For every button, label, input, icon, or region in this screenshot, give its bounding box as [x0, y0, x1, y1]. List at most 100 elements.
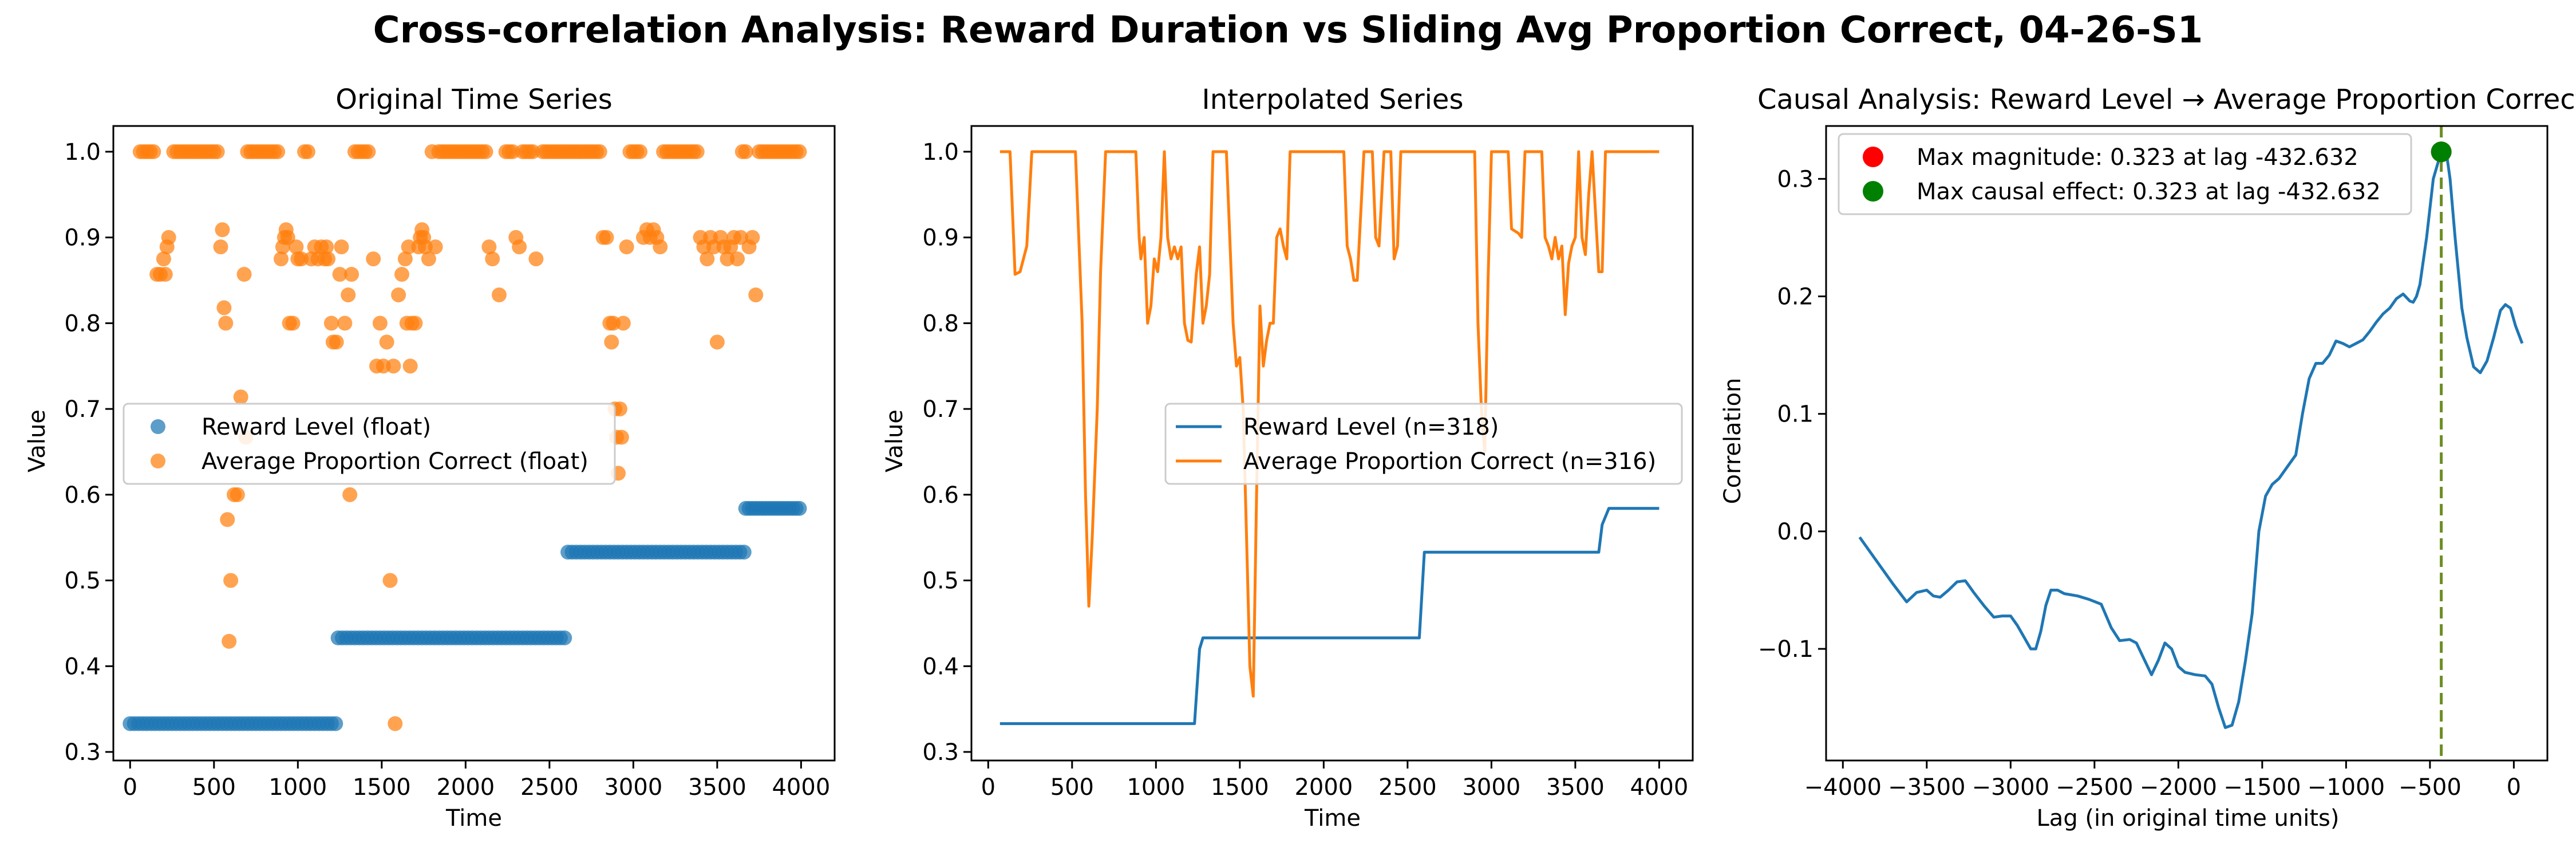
original-time-series-point-s1: [730, 251, 745, 267]
original-time-series-point-s1: [215, 222, 230, 238]
original-time-series-xlabel: Time: [445, 805, 502, 832]
interpolated-series-ytick-label: 0.3: [922, 739, 959, 766]
original-time-series-point-s1: [321, 251, 336, 267]
causal-analysis-xtick-label: −1500: [2223, 774, 2301, 801]
causal-analysis-xtick-label: −2000: [2140, 774, 2217, 801]
original-time-series-ylabel: Value: [24, 409, 50, 472]
original-time-series-ytick-label: 0.4: [64, 653, 101, 680]
original-time-series-point-s1: [485, 251, 500, 267]
causal-analysis-series-line-0: [1858, 150, 2524, 729]
original-time-series-point-s1: [230, 487, 245, 502]
interpolated-series-xtick-label: 0: [981, 774, 995, 801]
interpolated-series-legend-label: Average Proportion Correct (n=316): [1243, 448, 1656, 475]
causal-analysis-ylabel: Correlation: [1720, 378, 1746, 505]
original-time-series-point-s1: [319, 239, 334, 255]
original-time-series-point-s0: [328, 716, 343, 731]
original-time-series-point-s1: [337, 316, 353, 331]
original-time-series-point-s1: [512, 239, 527, 255]
interpolated-series-legend: Reward Level (n=318) Average Proportion C…: [1164, 403, 1683, 485]
original-time-series-point-s1: [366, 251, 381, 267]
causal-analysis-xlabel: Lag (in original time units): [2037, 805, 2340, 832]
original-time-series-point-s1: [270, 144, 286, 159]
original-time-series-point-s1: [612, 401, 627, 417]
original-time-series-point-s1: [689, 144, 705, 159]
original-time-series-point-s1: [341, 287, 356, 302]
interpolated-series-ytick-label: 0.9: [922, 225, 959, 251]
original-time-series-legend-label: Reward Level (float): [202, 414, 431, 440]
original-time-series-point-s1: [146, 144, 161, 159]
interpolated-series-ytick-label: 0.5: [922, 568, 959, 594]
interpolated-series-xtick-label: 4000: [1630, 774, 1688, 801]
original-time-series-ytick-label: 0.8: [64, 310, 101, 337]
original-time-series-point-s1: [274, 251, 289, 267]
causal-analysis-xtick-label: 0: [2507, 774, 2521, 801]
original-time-series-legend: Reward Level (float) Average Proportion C…: [123, 403, 616, 485]
causal-analysis-legend-frame: [1838, 133, 2412, 215]
original-time-series-legend-label: Average Proportion Correct (float): [202, 448, 588, 475]
original-time-series-point-s1: [478, 144, 493, 159]
figure-title: Cross-correlation Analysis: Reward Durat…: [373, 9, 2203, 52]
original-time-series-xtick-label: 3500: [688, 774, 746, 801]
original-time-series-point-s1: [361, 144, 376, 159]
original-time-series-xtick-label: 1000: [268, 774, 327, 801]
original-time-series-point-s1: [619, 239, 634, 255]
original-time-series-point-s1: [233, 389, 248, 405]
original-time-series-point-s1: [592, 144, 607, 159]
interpolated-series-chart: Interpolated Series Time Value 0 500 1000 1…: [882, 84, 1694, 832]
original-time-series-legend-swatch: [151, 419, 165, 434]
original-time-series-xtick-label: 0: [123, 774, 137, 801]
original-time-series-point-s1: [382, 573, 398, 588]
original-time-series-point-s1: [372, 316, 388, 331]
causal-analysis-plot-area: −4000 −3500 −3000 −2500 −2000 −1500 −1000 −500 0…: [1758, 125, 2549, 801]
interpolated-series-legend-frame: [1164, 403, 1683, 485]
original-time-series-point-s1: [428, 239, 443, 255]
original-time-series-point-s1: [615, 316, 631, 331]
original-time-series-point-s1: [614, 430, 629, 445]
original-time-series-point-s1: [599, 230, 614, 245]
original-time-series-point-s1: [222, 633, 237, 649]
causal-analysis-axes-frame: [1825, 125, 2549, 762]
causal-analysis-ytick-label: 0.2: [1777, 284, 1814, 310]
original-time-series-point-s1: [792, 144, 807, 159]
original-time-series-title: Original Time Series: [335, 84, 612, 116]
original-time-series-xtick-label: 500: [192, 774, 236, 801]
causal-analysis-legend: Max magnitude: 0.323 at lag -432.632 Max …: [1838, 133, 2412, 215]
original-time-series-point-s1: [700, 251, 715, 267]
original-time-series-xtick-label: 3000: [604, 774, 662, 801]
original-time-series-point-s1: [633, 144, 648, 159]
causal-analysis-ytick-label: −0.1: [1758, 636, 1814, 663]
original-time-series-point-s1: [342, 487, 358, 502]
original-time-series-point-s1: [323, 316, 339, 331]
interpolated-series-series-line-1: [999, 150, 1660, 698]
original-time-series-point-s1: [218, 316, 234, 331]
causal-analysis-chart: Causal Analysis: Reward Level → Average …: [1720, 84, 2576, 832]
original-time-series-axes-frame: [112, 125, 836, 762]
original-time-series-legend-swatch: [151, 454, 165, 468]
original-time-series-ytick-label: 1.0: [64, 139, 101, 166]
causal-analysis-data-layer: [1858, 126, 2524, 761]
interpolated-series-ylabel: Value: [882, 409, 908, 472]
original-time-series-point-s1: [285, 316, 301, 331]
original-time-series-point-s1: [604, 334, 619, 350]
original-time-series-point-s1: [216, 300, 232, 316]
original-time-series-point-s1: [156, 251, 171, 267]
causal-analysis-xtick-label: −3000: [1972, 774, 2049, 801]
original-time-series-point-s1: [236, 267, 252, 282]
causal-analysis-ytick-label: 0.0: [1777, 519, 1814, 545]
original-time-series-xtick-label: 4000: [772, 774, 830, 801]
causal-analysis-xtick-label: −2500: [2056, 774, 2133, 801]
causal-analysis-legend-swatch: [1863, 181, 1883, 202]
causal-analysis-ytick-label: 0.1: [1777, 401, 1814, 428]
original-time-series-point-s1: [386, 358, 401, 374]
interpolated-series-ytick-label: 0.6: [922, 482, 959, 509]
original-time-series-point-s1: [161, 230, 176, 245]
original-time-series-data-layer: [123, 144, 807, 731]
original-time-series-point-s1: [391, 287, 406, 302]
causal-analysis-xtick-label: −4000: [1804, 774, 1882, 801]
original-time-series-ytick-label: 0.6: [64, 482, 101, 509]
original-time-series-point-s1: [491, 287, 507, 302]
original-time-series-point-s1: [738, 144, 753, 159]
interpolated-series-xtick-label: 2000: [1294, 774, 1353, 801]
interpolated-series-xtick-label: 1000: [1127, 774, 1185, 801]
causal-analysis-marker-1: [2431, 141, 2452, 163]
